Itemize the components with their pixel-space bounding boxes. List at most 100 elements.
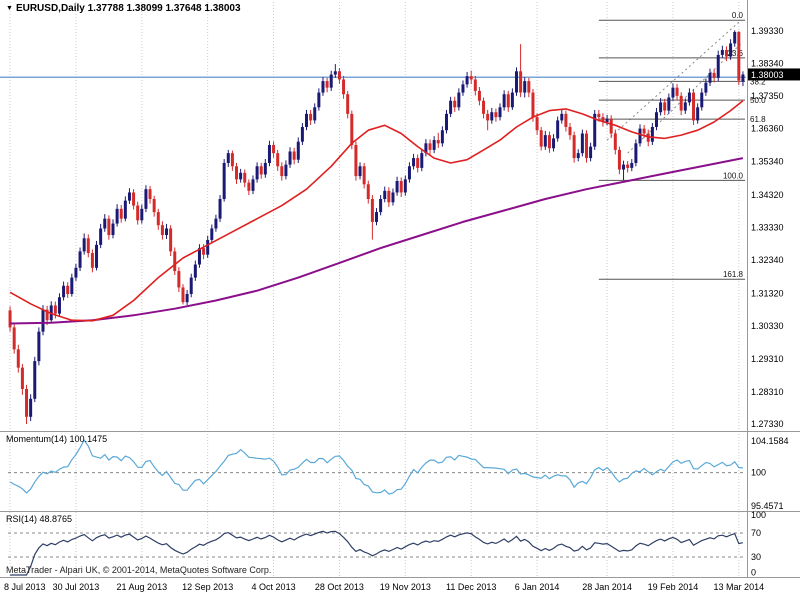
candle-body	[33, 361, 37, 399]
candle-body	[337, 71, 341, 80]
candle-body	[622, 164, 626, 170]
candle-body	[601, 117, 605, 123]
symbol-marker-icon: ▼	[6, 5, 13, 12]
candle-body	[473, 79, 477, 91]
slow-moving-average-line	[10, 157, 744, 325]
price-tick-label: 1.33330	[751, 223, 784, 233]
candle-body	[222, 162, 226, 200]
candle-body	[580, 133, 584, 154]
candle-body	[16, 349, 20, 368]
candle-body	[37, 331, 41, 362]
candles[interactable]	[8, 30, 745, 424]
candle-body	[663, 102, 667, 111]
candle-body	[486, 113, 490, 121]
candle-body	[370, 199, 374, 222]
candle-body	[498, 107, 502, 118]
candle-body	[650, 126, 654, 142]
momentum-tick-label: 100	[751, 468, 766, 478]
momentum-value: 100.1475	[69, 434, 108, 444]
candle-body	[687, 92, 691, 103]
candle-body	[547, 135, 551, 149]
candle-body	[432, 140, 436, 150]
candle-body	[531, 92, 535, 118]
fib-level-label: 50.0	[750, 96, 766, 105]
candle-body	[572, 135, 576, 159]
candle-body	[325, 81, 329, 88]
candle-body	[428, 143, 432, 150]
candle-body	[716, 54, 720, 78]
price-axis: 1.39330 1.38340 1.37350 1.36360 1.35340 1.343…	[751, 26, 784, 429]
price-tick-label: 1.28310	[751, 387, 784, 397]
momentum-name: Momentum(14)	[6, 434, 68, 444]
candle-body	[383, 190, 387, 200]
candle-body	[165, 228, 169, 236]
candle-body	[296, 141, 300, 160]
fib-level-label: 0.0	[732, 11, 744, 20]
candle-body	[123, 200, 127, 219]
rsi-tick-label: 70	[751, 528, 761, 538]
candle-body	[506, 94, 510, 108]
candle-body	[720, 49, 724, 55]
candle-body	[519, 71, 523, 93]
candle-body	[251, 179, 255, 191]
time-tick-label: 21 Aug 2013	[117, 582, 168, 592]
candle-body	[148, 189, 152, 200]
candle-body	[679, 95, 683, 111]
candle-body	[12, 327, 16, 350]
momentum-tick-label: 104.1584	[751, 436, 789, 446]
candle-body	[210, 228, 214, 240]
time-tick-label: 8 Jul 2013	[4, 582, 46, 592]
time-tick-label: 28 Oct 2013	[315, 582, 364, 592]
candle-body	[469, 76, 473, 80]
candle-body	[255, 166, 259, 180]
candle-body	[387, 190, 391, 203]
candle-body	[366, 184, 370, 200]
candle-body	[103, 218, 107, 229]
candle-body	[181, 287, 185, 303]
rsi-tick-label: 100	[751, 510, 766, 520]
candle-body	[634, 143, 638, 163]
candle-body	[189, 277, 193, 294]
time-tick-label: 4 Oct 2013	[252, 582, 296, 592]
time-tick-label: 19 Feb 2014	[648, 582, 699, 592]
price-tick-label: 1.31320	[751, 288, 784, 298]
price-tick-label: 1.30330	[751, 321, 784, 331]
candle-body	[654, 112, 658, 127]
fib-level-label: 161.8	[723, 270, 744, 279]
candle-body	[407, 166, 411, 180]
candle-body	[576, 153, 580, 159]
candle-body	[630, 162, 634, 168]
current-price-label: 1.38003	[751, 70, 784, 80]
candle-body	[362, 166, 366, 185]
candle-body	[560, 113, 564, 121]
time-axis: 8 Jul 2013 30 Jul 2013 21 Aug 2013 12 Sep 2…	[4, 582, 764, 592]
candle-body	[584, 133, 588, 159]
candle-body	[556, 120, 560, 139]
candle-body	[300, 126, 304, 142]
candle-body	[490, 112, 494, 121]
candle-body	[95, 244, 99, 268]
candle-body	[206, 239, 210, 255]
rsi-line	[10, 530, 744, 576]
candle-body	[354, 144, 358, 177]
candle-body	[62, 285, 66, 298]
grid-lines	[9, 2, 740, 577]
candle-body	[350, 113, 354, 145]
candle-body	[543, 135, 547, 147]
candle-body	[461, 84, 465, 93]
candle-body	[25, 388, 29, 417]
candle-body	[173, 251, 177, 272]
fibonacci-retracement[interactable]: 0.0 23.6 38.2 50.0 61.8 100.0 161.8	[598, 11, 766, 280]
candle-body	[605, 118, 609, 123]
candle-body	[57, 297, 61, 314]
candle-body	[144, 189, 148, 209]
rsi-value: 48.8765	[39, 514, 73, 524]
candle-body	[444, 113, 448, 131]
candle-body	[136, 205, 140, 221]
candle-body	[712, 72, 716, 78]
candle-body	[276, 153, 280, 167]
candle-body	[510, 92, 514, 108]
rsi-indicator-label: RSI(14) 48.8765	[6, 514, 72, 525]
candle-body	[659, 102, 663, 113]
